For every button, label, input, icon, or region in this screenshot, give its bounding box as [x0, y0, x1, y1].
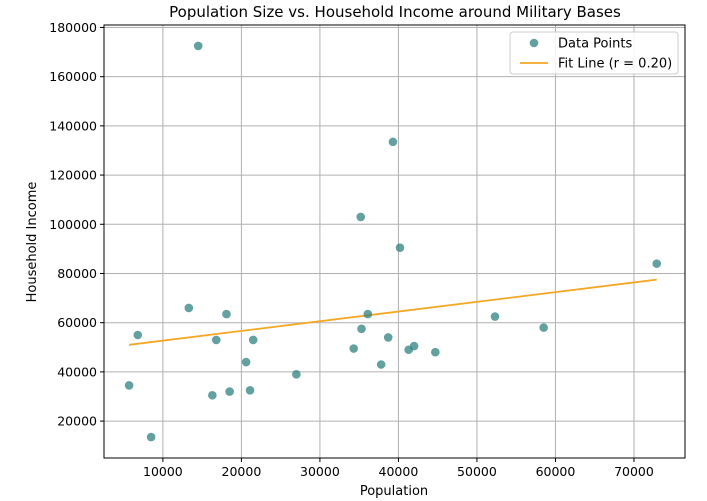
y-tick-label: 120000	[49, 168, 97, 183]
x-tick-label: 30000	[300, 464, 340, 479]
data-point	[652, 259, 662, 268]
y-tick-label: 60000	[57, 315, 97, 330]
fit-line-layer	[129, 278, 657, 346]
data-point	[208, 390, 217, 400]
data-point	[490, 312, 500, 321]
data-point	[349, 344, 358, 353]
points-layer	[124, 41, 662, 442]
legend: Data Points Fit Line (r = 0.20)	[509, 31, 679, 75]
x-tick-label: 70000	[614, 464, 654, 479]
x-tick-label: 50000	[457, 464, 497, 479]
y-tick-label: 80000	[57, 266, 97, 281]
data-point	[383, 333, 393, 342]
y-tick-label: 180000	[49, 20, 97, 35]
data-point	[241, 357, 251, 367]
data-point	[431, 347, 440, 357]
data-point	[184, 303, 194, 313]
x-axis-label: Population	[360, 484, 428, 499]
fit-line	[129, 278, 657, 346]
plot-frame	[103, 24, 686, 459]
data-point	[248, 335, 258, 345]
chart-title: Population Size vs. Household Income aro…	[169, 3, 621, 21]
data-point	[225, 387, 234, 396]
x-tick-label: 20000	[222, 464, 262, 479]
data-point	[388, 137, 398, 147]
data-point	[124, 381, 134, 390]
data-point	[357, 324, 366, 334]
y-axis-ticks: 20000 40000 60000 80000 100000 120000 140000 16…	[49, 20, 104, 429]
y-tick-label: 20000	[57, 414, 97, 429]
data-point	[245, 386, 255, 395]
data-point	[133, 330, 143, 340]
y-tick-label: 160000	[49, 69, 97, 84]
legend-points-swatch	[529, 38, 539, 48]
data-point	[146, 432, 156, 442]
data-point	[356, 212, 366, 222]
data-point	[222, 309, 231, 319]
y-tick-label: 100000	[49, 217, 97, 232]
data-point	[363, 309, 373, 319]
y-tick-label: 40000	[57, 364, 97, 379]
data-point	[395, 243, 405, 252]
x-tick-label: 40000	[379, 464, 419, 479]
data-point	[211, 335, 221, 345]
data-point	[539, 323, 548, 332]
grid	[104, 25, 685, 458]
legend-label: Fit Line (r = 0.20)	[558, 57, 672, 72]
data-point	[193, 41, 203, 51]
y-axis-label: Household Income	[25, 182, 40, 303]
x-tick-label: 10000	[143, 464, 183, 479]
x-tick-label: 60000	[536, 464, 576, 479]
legend-box	[509, 31, 679, 75]
y-tick-label: 140000	[49, 118, 97, 133]
data-point	[376, 360, 386, 369]
data-point	[292, 370, 301, 379]
data-point	[409, 341, 419, 351]
x-axis-ticks: 10000 20000 30000 40000 50000 60000 70000	[143, 458, 654, 479]
legend-label: Data Points	[558, 37, 632, 52]
